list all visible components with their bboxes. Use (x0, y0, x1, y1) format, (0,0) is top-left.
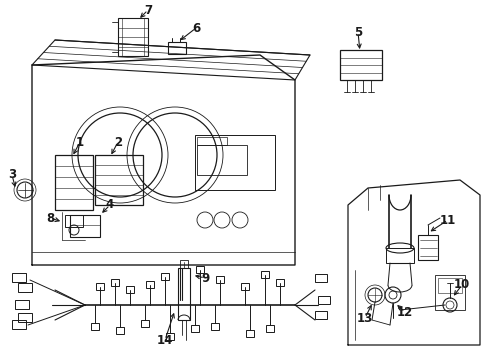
Bar (55, 155, 93, 210)
Bar (18, 313, 32, 322)
Bar (197, 137, 226, 145)
Bar (116, 327, 124, 334)
Text: 13: 13 (356, 311, 372, 324)
Bar (168, 42, 185, 54)
Text: 6: 6 (191, 22, 200, 35)
Bar (339, 50, 381, 80)
Bar (241, 283, 248, 290)
Bar (314, 274, 326, 282)
Bar (196, 266, 203, 273)
Bar (126, 286, 134, 293)
Bar (95, 155, 142, 205)
Bar (191, 325, 199, 332)
Text: 14: 14 (157, 333, 173, 346)
Bar (70, 215, 100, 237)
Bar (178, 268, 190, 320)
Bar (18, 283, 32, 292)
Bar (12, 273, 26, 282)
Bar (65, 215, 83, 227)
Bar (15, 300, 29, 309)
Bar (275, 279, 284, 286)
Bar (141, 320, 149, 327)
Bar (314, 311, 326, 319)
Bar (195, 135, 274, 190)
Text: 9: 9 (201, 271, 209, 284)
Bar (417, 235, 437, 260)
Bar (216, 276, 224, 283)
Bar (210, 323, 219, 330)
Bar (245, 330, 253, 337)
Text: 1: 1 (76, 135, 84, 148)
Bar (434, 275, 464, 310)
Text: 12: 12 (396, 306, 412, 319)
Text: 10: 10 (453, 279, 469, 292)
Bar (111, 279, 119, 286)
Bar (12, 320, 26, 329)
Text: 3: 3 (8, 168, 16, 181)
Bar (146, 281, 154, 288)
Bar (91, 323, 99, 330)
Text: 2: 2 (114, 135, 122, 148)
Bar (261, 271, 268, 278)
Bar (385, 248, 413, 263)
Bar (180, 260, 187, 268)
Text: 7: 7 (143, 4, 152, 17)
Bar (118, 18, 148, 56)
Text: 4: 4 (106, 198, 114, 211)
Bar (161, 273, 169, 280)
Bar (96, 283, 104, 290)
Bar (317, 296, 329, 304)
Bar (437, 278, 461, 293)
Text: 5: 5 (353, 26, 362, 39)
Bar (265, 325, 273, 332)
Bar (197, 145, 246, 175)
Text: 8: 8 (46, 211, 54, 225)
Text: 11: 11 (439, 213, 455, 226)
Bar (165, 333, 174, 340)
